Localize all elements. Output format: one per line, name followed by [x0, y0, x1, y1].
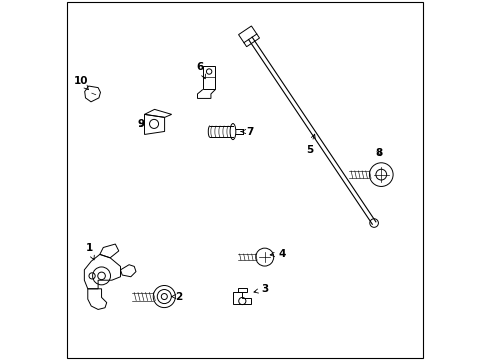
Text: 7: 7: [241, 127, 254, 136]
Text: 4: 4: [270, 248, 286, 258]
Text: 8: 8: [376, 148, 383, 158]
Text: 6: 6: [196, 62, 205, 79]
Text: 9: 9: [137, 120, 145, 129]
Text: 10: 10: [74, 76, 88, 90]
Text: 3: 3: [254, 284, 269, 294]
Bar: [203, 66, 216, 89]
Text: 5: 5: [306, 134, 315, 154]
Bar: [238, 288, 247, 292]
Text: 2: 2: [172, 292, 182, 302]
Text: 1: 1: [85, 243, 94, 260]
